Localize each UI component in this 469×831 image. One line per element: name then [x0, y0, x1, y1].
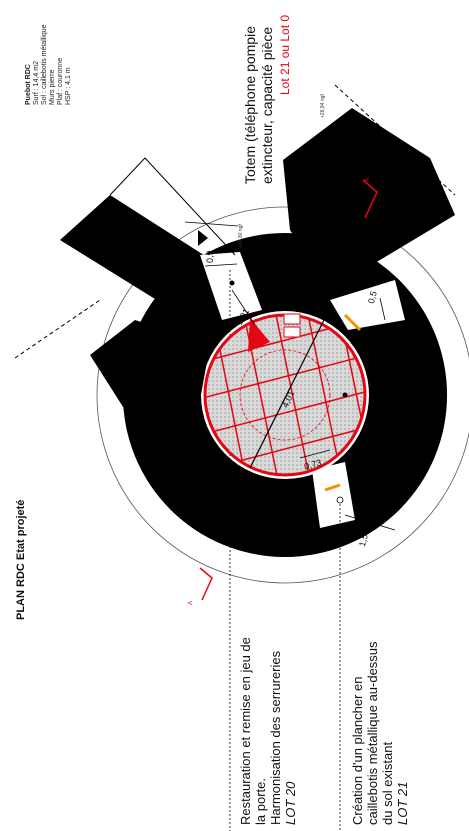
room-line-3: Murs pierre	[49, 69, 56, 105]
note-restauration: Restauration et remise en jeu de la port…	[238, 637, 298, 825]
note-creation-line-2: caillebotis métallique au-dessus	[365, 641, 380, 825]
outer-wall-outline	[96, 206, 469, 584]
note-totem: Totem (téléphone pompie extincteur, capa…	[242, 26, 276, 184]
caillebotis-floor	[205, 315, 365, 475]
note-totem-lot: Lot 21 ou Lot 0	[278, 14, 292, 95]
section-marker-a-bottom	[199, 567, 213, 601]
section-label-a-1: A	[188, 600, 194, 605]
section-label-a-2: A	[365, 177, 371, 182]
dim-0-9: 0,9	[205, 250, 215, 263]
door-swing-icon	[198, 230, 208, 246]
note-creation-line-1: Création d'un plancher en	[350, 676, 365, 825]
room-line-1: Surf : 14,4 m2	[33, 61, 40, 105]
page-title: PLAN RDC Etat projeté	[15, 499, 27, 620]
axis-line-left	[14, 299, 101, 359]
axis-line-right	[334, 84, 456, 196]
section-marker-a-top	[362, 179, 378, 219]
opening-bottom	[312, 462, 355, 528]
room-line-5: HSP : 4,1 m	[65, 67, 72, 105]
entrance-corridor-outline	[109, 157, 236, 256]
level-entrance: +26,30 ngf	[238, 224, 244, 248]
note-creation-lot: LOT 21	[395, 781, 410, 825]
wall-lower-left	[90, 320, 210, 410]
note-creation-line-3: du sol existant	[380, 741, 395, 825]
room-line-2: Sol : caillebotis métallique	[41, 24, 48, 105]
note-restauration-line-1: Restauration et remise en jeu de	[238, 637, 253, 825]
diameter-line	[249, 317, 326, 469]
level-top: +26,94 ngf	[320, 94, 326, 118]
room-line-4: Plaf : couronne	[57, 57, 64, 105]
entrance-arrow-icon	[248, 318, 270, 352]
room-info: Puebot RDC Surf : 14,4 m2 Sol : caillebo…	[25, 24, 73, 105]
red-tag-1	[283, 313, 301, 325]
note-creation: Création d'un plancher en caillebotis mé…	[350, 641, 410, 825]
wall-upper-left	[60, 195, 235, 330]
accent-line-bottom	[324, 483, 341, 492]
note-restauration-lot: LOT 20	[283, 781, 298, 825]
accent-line-right	[343, 313, 362, 332]
door-opening-top	[200, 252, 262, 320]
room-name: Puebot RDC	[25, 64, 32, 105]
note-totem-line-1: Totem (téléphone pompie	[242, 26, 258, 184]
red-tag-2	[283, 326, 301, 338]
note-totem-line-2: extincteur, capacité pièce	[259, 26, 275, 184]
note-restauration-line-2: la porte.	[253, 778, 268, 825]
wall-right-block	[283, 108, 455, 290]
note-restauration-line-3: Harmonisation des serrureries	[268, 650, 283, 825]
